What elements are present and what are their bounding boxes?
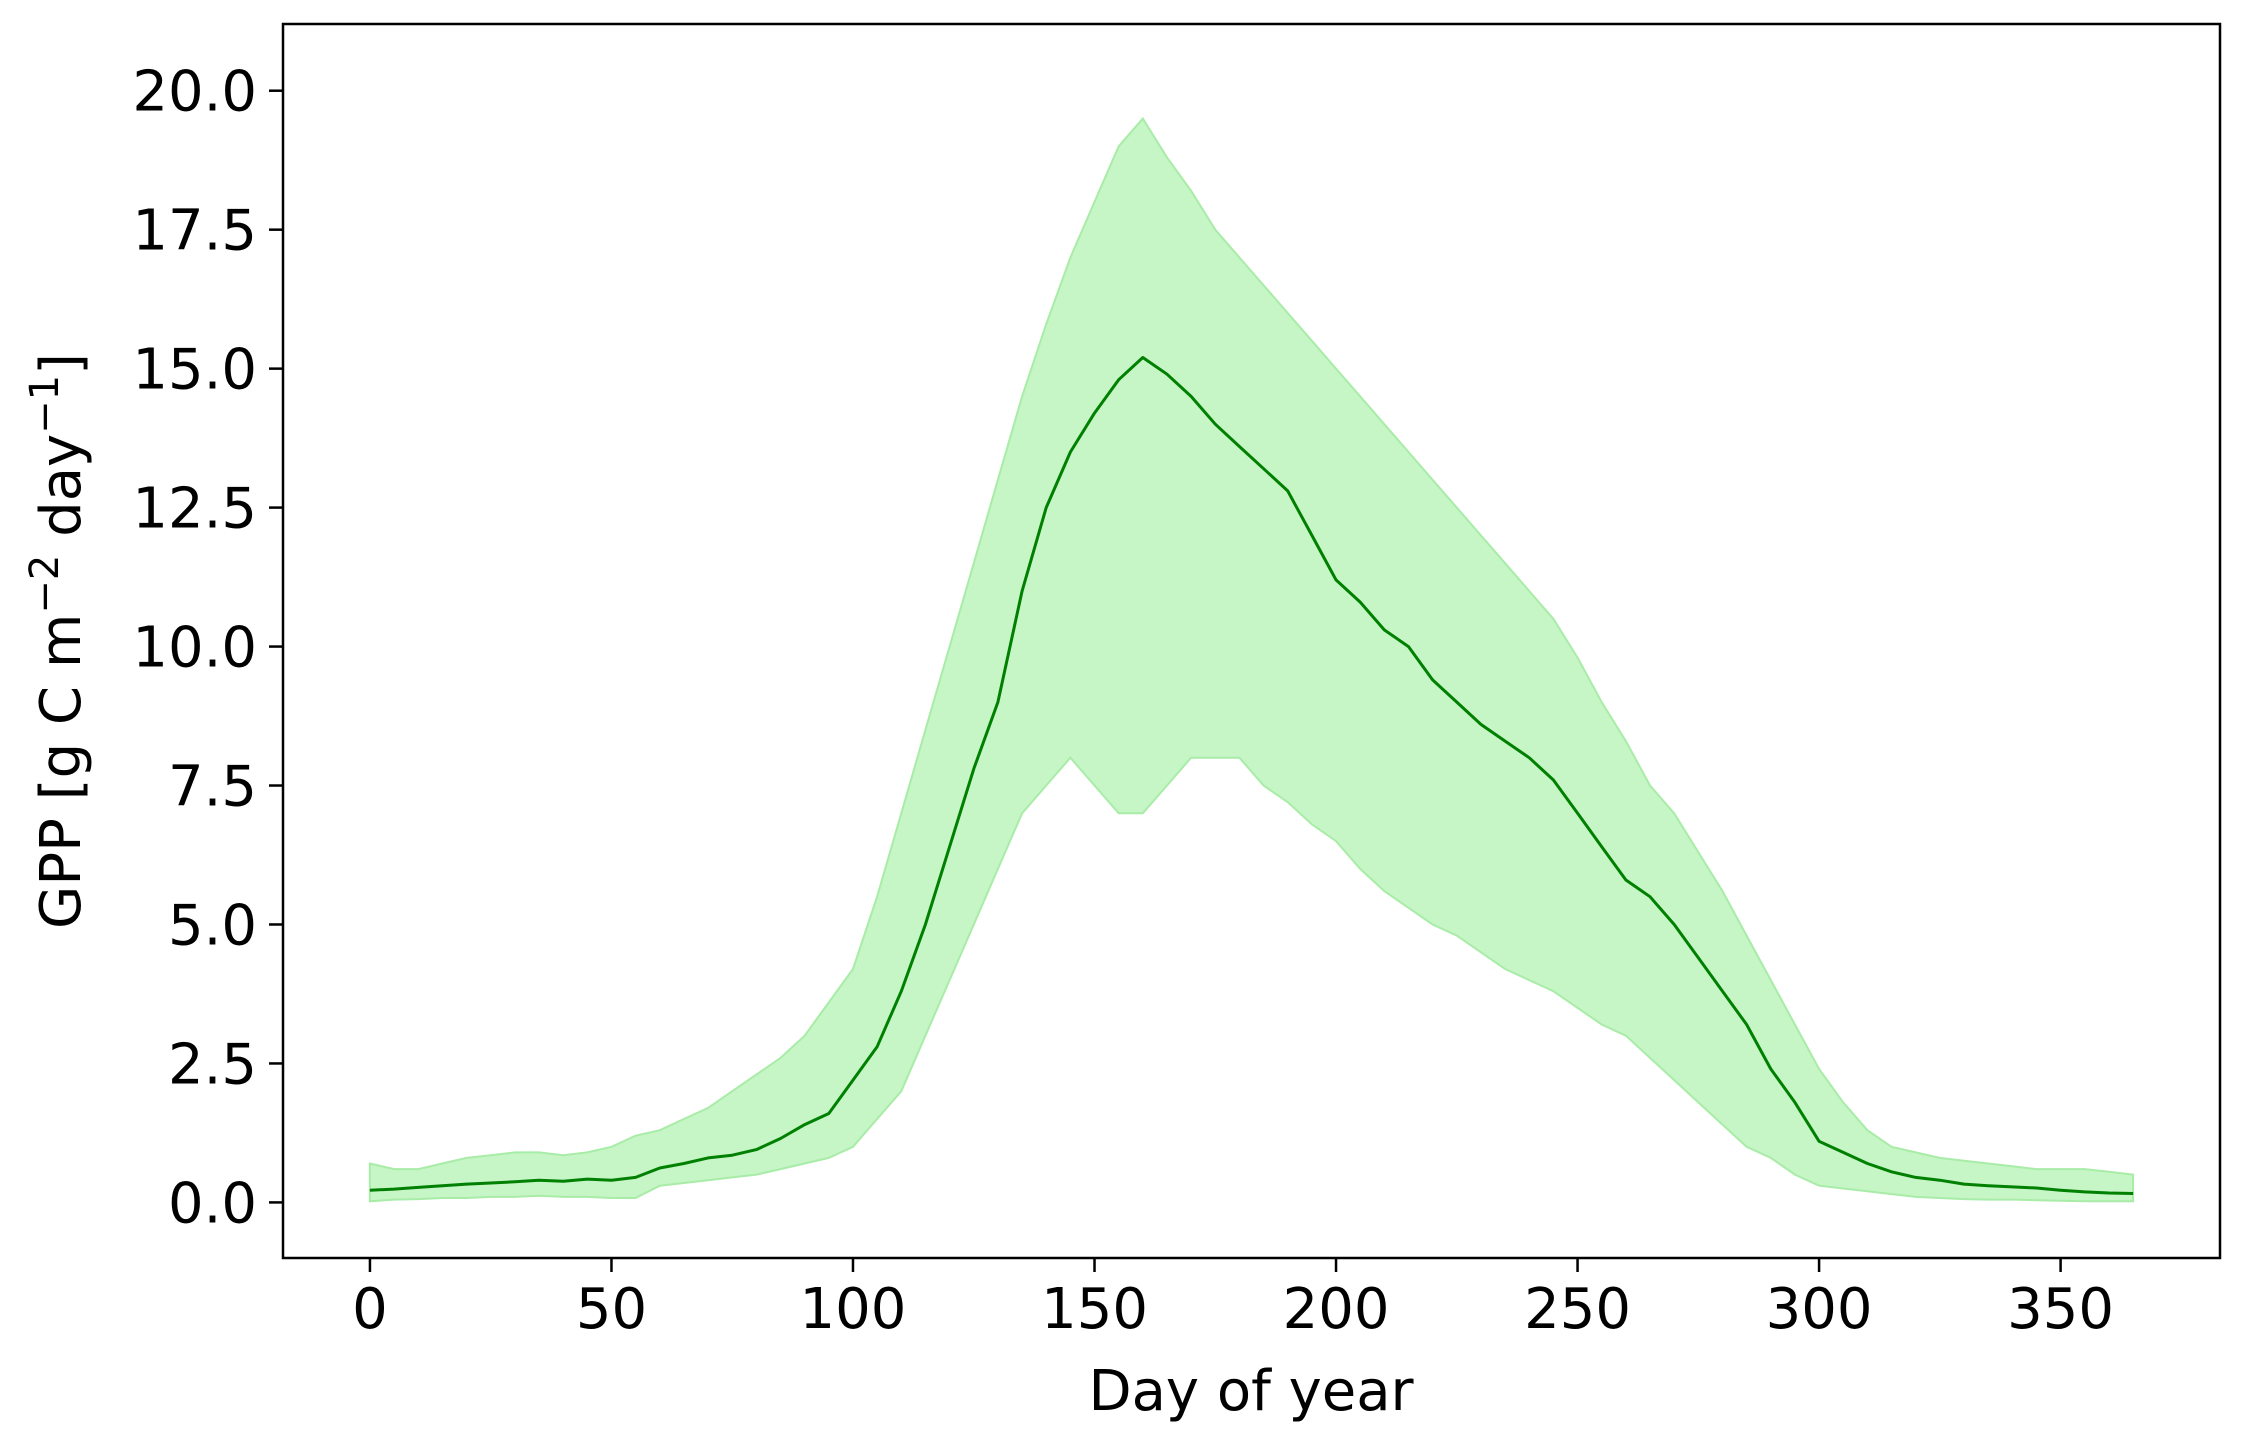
gpp-range-band [368,116,2135,1203]
x-tick-label: 0 [352,1277,388,1342]
y-axis-label-middle: day [29,434,94,555]
y-axis-label-exponent-2: −1 [22,375,68,434]
axes-frame [281,22,2222,1260]
y-tick-label: 5.0 [168,893,257,958]
x-tick-label: 200 [1283,1277,1390,1342]
y-tick-label: 20.0 [132,60,257,125]
x-tick-label: 250 [1524,1277,1631,1342]
y-axis-label-prefix: GPP [g C m [29,614,94,929]
y-axis-label-suffix: ] [29,353,94,375]
y-tick-label: 15.0 [132,338,257,403]
plot-layer [368,116,2135,1203]
y-axis-label: GPP [g C m−2 day−1] [22,353,94,929]
x-axis-label: Day of year [1088,1359,1414,1424]
x-tick-label: 350 [2007,1277,2114,1342]
y-tick-label: 10.0 [132,616,257,681]
y-tick-label: 17.5 [132,199,257,264]
gpp-mean-line [369,356,2134,1195]
x-tick-label: 150 [1041,1277,1148,1342]
y-tick-label: 2.5 [168,1032,257,1097]
y-tick-label: 12.5 [132,477,257,542]
x-tick-label: 50 [576,1277,647,1342]
y-axis-label-exponent-1: −2 [22,555,68,614]
x-tick-label: 100 [800,1277,907,1342]
ticks-layer: 0 50 100 150 200 250 300 350 0.0 2.5 5.0 7.5 10.0 12.… [132,60,2114,1342]
x-tick-label: 300 [1766,1277,1873,1342]
y-tick-label: 0.0 [168,1171,257,1236]
y-tick-label: 7.5 [168,755,257,820]
